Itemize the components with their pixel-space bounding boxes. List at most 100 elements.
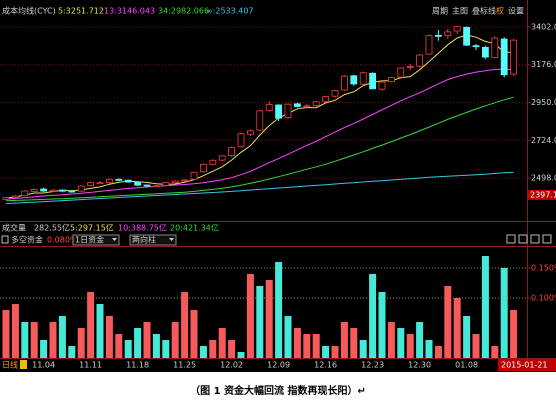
flow-bar	[500, 267, 508, 358]
flow-bar	[350, 327, 358, 358]
candle-body	[152, 185, 160, 188]
flow-bar	[124, 339, 132, 358]
candle-body	[49, 189, 57, 192]
toolbar-button[interactable]: 叠标线	[472, 6, 496, 16]
candle-body	[134, 181, 142, 186]
toolbar-button[interactable]: 设置	[508, 6, 524, 16]
candle-body	[237, 133, 245, 148]
dropdown-arrow	[112, 238, 117, 241]
dropdown-arrow	[169, 238, 174, 241]
flow-bar	[171, 321, 179, 358]
candle-body	[350, 75, 358, 85]
candle-body	[340, 75, 348, 91]
panel-button[interactable]	[530, 234, 540, 244]
volume-total: 282.55亿	[34, 223, 70, 233]
style-select[interactable]	[129, 234, 177, 246]
candle-body	[284, 103, 292, 118]
candle-body	[463, 26, 471, 46]
candle-body	[2, 197, 10, 200]
period-icon	[20, 360, 27, 369]
period-select-text: 1日资金	[75, 235, 104, 245]
x-tick-label: 12.09	[267, 361, 290, 370]
last-price-label: 2397.1	[530, 190, 556, 199]
volume-ma: 10:388.75亿	[118, 223, 167, 233]
ma-line	[5, 171, 514, 205]
cursor-date-box	[498, 359, 556, 371]
flow-bar	[30, 321, 38, 358]
x-tick-label: 11.04	[32, 361, 55, 370]
toolbar-button[interactable]: 周期	[432, 7, 448, 16]
flow-bar	[387, 321, 395, 358]
period-tab[interactable]: 日线	[2, 360, 18, 370]
toolbar-button[interactable]: 权	[496, 6, 504, 16]
flow-bar	[416, 321, 424, 358]
candle-body	[369, 72, 377, 90]
candle-body	[453, 26, 461, 32]
style-select-text: 两向柱	[132, 235, 156, 245]
flow-bar	[265, 279, 273, 358]
toolbar-button[interactable]: 主图	[452, 6, 468, 16]
legend-entry: 5:3251.712	[58, 7, 104, 16]
y-tick-label: 2950.0	[531, 98, 556, 107]
candle-body	[30, 188, 38, 192]
flow-bar	[453, 297, 461, 358]
candle-body	[21, 190, 29, 197]
flow-bar	[369, 273, 377, 358]
flow-bar	[87, 291, 95, 358]
flow-bar	[303, 333, 311, 358]
flow-bar	[190, 309, 198, 358]
x-tick-label: 11.25	[173, 361, 196, 370]
x-tick-label: 01.08	[455, 361, 478, 370]
flow-bar	[322, 345, 330, 358]
flow-bar	[68, 345, 76, 358]
panel-icon[interactable]	[1, 235, 9, 244]
chart-title: 成本均线(CYC)	[2, 6, 56, 16]
flow-latest: 0.080%	[47, 236, 78, 245]
flow-bar	[491, 345, 499, 358]
x-tick-label: 12.30	[408, 361, 431, 370]
candle-body	[96, 182, 104, 185]
flow-bar	[105, 315, 113, 358]
flow-bar	[397, 327, 405, 358]
candle-body	[209, 159, 217, 165]
candle-body	[115, 178, 123, 181]
candle-body	[77, 185, 85, 192]
candle-body	[472, 45, 480, 48]
volume-ma: 5:297.15亿	[70, 223, 114, 233]
flow-bar	[406, 333, 414, 358]
candle-body	[434, 34, 442, 37]
panel-button[interactable]	[518, 234, 528, 244]
candle-body	[11, 195, 19, 198]
flow-bar	[152, 333, 160, 358]
flow-bar	[237, 351, 245, 358]
flow-bar	[209, 339, 217, 358]
candle-body	[199, 163, 207, 173]
last-price-box	[528, 189, 556, 200]
flow-bar	[312, 333, 320, 358]
y-tick-label: 3402.0	[531, 22, 556, 31]
flow-bar	[510, 309, 518, 358]
candle-body	[218, 155, 226, 161]
candle-body	[181, 179, 189, 182]
flow-bar	[96, 303, 104, 358]
candle-body	[59, 189, 66, 192]
candle-body	[190, 171, 198, 180]
period-select[interactable]	[72, 234, 120, 246]
flow-bar	[2, 309, 10, 358]
candle-body	[322, 96, 330, 103]
flow-bar	[275, 261, 283, 358]
candle-body	[387, 77, 395, 83]
x-tick-label: 12.23	[361, 361, 384, 370]
flow-bar	[246, 273, 254, 358]
flow-bar	[284, 315, 292, 358]
panel-button[interactable]	[506, 234, 516, 244]
flow-bar	[425, 339, 433, 358]
flow-bar	[21, 321, 29, 358]
candle-body	[40, 188, 47, 192]
candle-body	[491, 37, 499, 58]
flow-bar	[11, 303, 19, 358]
panel-button[interactable]	[542, 234, 552, 244]
candle-body	[256, 110, 264, 131]
candle-body	[228, 147, 236, 157]
